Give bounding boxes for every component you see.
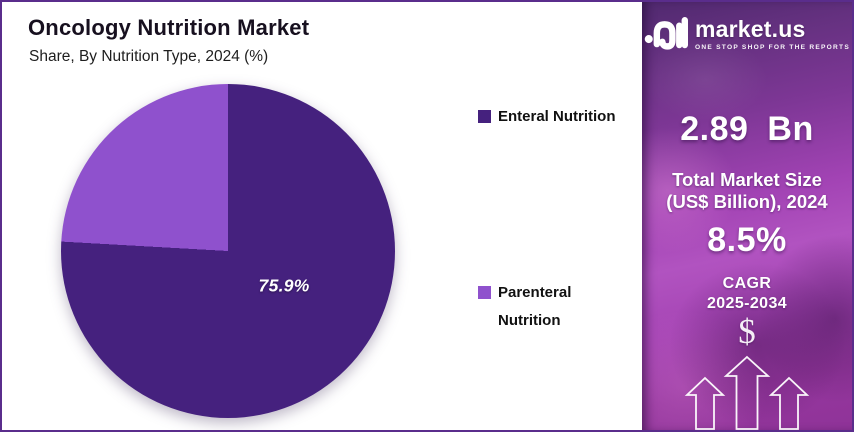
legend-label-enteral: Enteral Nutrition: [498, 108, 616, 125]
sidebar: market.us ONE STOP SHOP FOR THE REPORTS …: [642, 2, 852, 430]
legend-item-enteral: Enteral Nutrition: [478, 107, 623, 131]
market-size-label-line2: (US$ Billion), 2024: [666, 190, 828, 212]
logo-tagline: ONE STOP SHOP FOR THE REPORTS: [695, 43, 850, 51]
legend-label-parenteral: Parenteral Nutrition: [498, 284, 572, 329]
page-title: Oncology Nutrition Market: [28, 15, 310, 40]
market-size-value: 2.89 Bn: [680, 110, 814, 148]
legend-swatch-enteral-icon: [478, 110, 491, 123]
legend-swatch-parenteral-icon: [478, 286, 491, 299]
cagr-label-line1: CAGR: [722, 275, 772, 292]
pie: 75.9%: [61, 84, 395, 418]
logo: market.us ONE STOP SHOP FOR THE REPORTS: [642, 14, 852, 54]
dollar-icon: $: [738, 312, 756, 351]
logo-name: market.us: [695, 15, 806, 42]
market-size-label-line1: Total Market Size: [672, 169, 822, 190]
market-us-logo-icon: [644, 17, 689, 50]
cagr-value: 8.5%: [707, 221, 787, 259]
cagr-label-line2: 2025-2034: [706, 294, 788, 312]
logo-text-block: market.us ONE STOP SHOP FOR THE REPORTS: [695, 15, 850, 51]
cagr-label: CAGR 2025-2034: [642, 274, 852, 313]
market-size-label: Total Market Size (US$ Billion), 2024: [642, 169, 852, 213]
growth-arrows-icon: [684, 355, 810, 430]
chart-subtitle: Share, By Nutrition Type, 2024 (%): [29, 48, 269, 65]
legend-item-parenteral: Parenteral Nutrition: [478, 283, 623, 335]
chart-pane: Oncology Nutrition Market Share, By Nutr…: [2, 2, 642, 430]
pie-data-label: 75.9%: [258, 275, 310, 296]
